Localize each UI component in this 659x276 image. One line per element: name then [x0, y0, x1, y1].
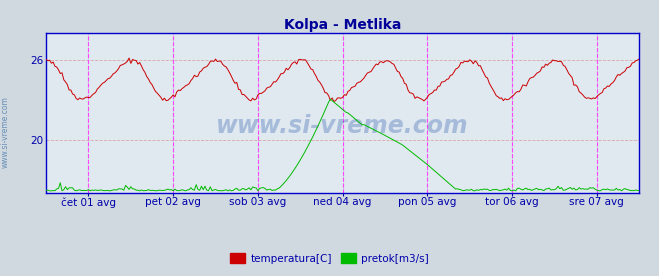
- Title: Kolpa - Metlika: Kolpa - Metlika: [284, 18, 401, 32]
- Text: www.si-vreme.com: www.si-vreme.com: [1, 97, 10, 168]
- Legend: temperatura[C], pretok[m3/s]: temperatura[C], pretok[m3/s]: [226, 250, 433, 268]
- Text: www.si-vreme.com: www.si-vreme.com: [216, 114, 469, 138]
